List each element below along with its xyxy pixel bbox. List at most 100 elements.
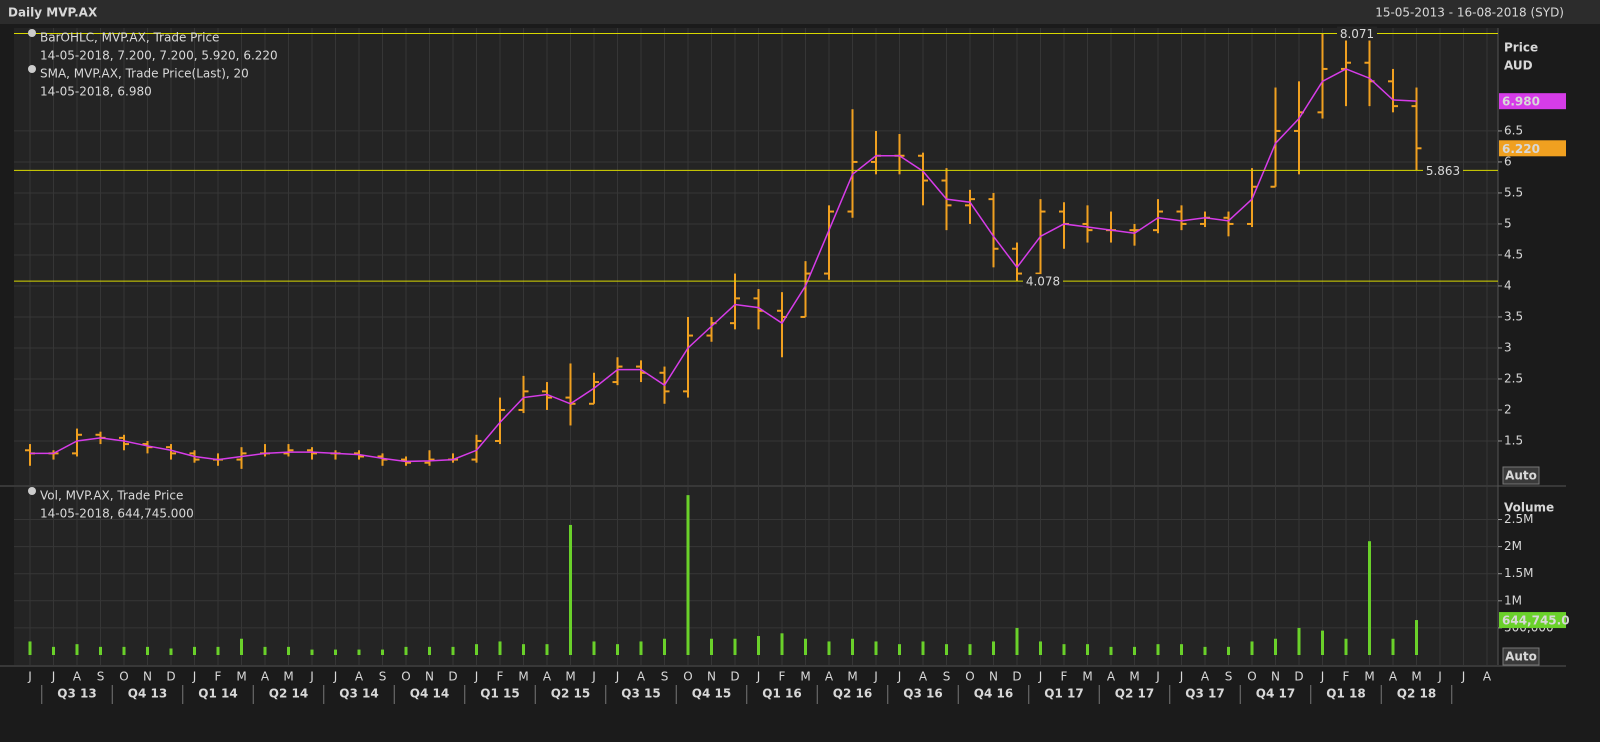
volume-bar <box>334 649 337 655</box>
volume-bar <box>686 495 690 655</box>
x-tick-label: N <box>1271 670 1280 684</box>
volume-bar <box>193 646 196 655</box>
x-tick-label: A <box>355 670 364 684</box>
x-tick-label: S <box>97 670 105 684</box>
x-tick-label: S <box>1225 670 1233 684</box>
x-tick-label: A <box>543 670 552 684</box>
volume-bar <box>874 641 878 655</box>
volume-bar <box>28 641 32 655</box>
x-tick-label: A <box>1483 670 1492 684</box>
x-tick-label: D <box>1294 670 1303 684</box>
x-tick-label: J <box>309 670 314 684</box>
quarter-label: Q1 14 <box>198 687 237 701</box>
legend-icon[interactable] <box>28 29 36 37</box>
quarter-label: Q3 13 <box>57 687 96 701</box>
volume-bar <box>99 646 102 655</box>
quarter-label: Q4 14 <box>410 687 449 701</box>
x-tick-label: D <box>448 670 457 684</box>
x-tick-label: J <box>27 670 32 684</box>
y-tick-label: 5 <box>1504 216 1512 230</box>
last-value-tag <box>1499 140 1566 157</box>
x-tick-label: M <box>283 670 293 684</box>
grid <box>14 28 1502 704</box>
last-value-label: 6.220 <box>1502 142 1540 156</box>
sma-line <box>30 68 1417 463</box>
x-tick-label: A <box>825 670 834 684</box>
quarter-label: Q1 18 <box>1326 687 1365 701</box>
x-tick-label: J <box>873 670 878 684</box>
x-tick-label: F <box>779 670 786 684</box>
x-tick-label: N <box>989 670 998 684</box>
level-label-bg <box>1023 274 1063 289</box>
legend-icon[interactable] <box>28 487 36 495</box>
x-tick-label: J <box>615 670 620 684</box>
x-tick-label: M <box>518 670 528 684</box>
quarter-label: Q1 16 <box>762 687 801 701</box>
quarter-label: Q3 17 <box>1185 687 1224 701</box>
x-tick-label: M <box>565 670 575 684</box>
legend-icon[interactable] <box>28 65 36 73</box>
volume-bar <box>1344 638 1348 655</box>
quarter-label: Q1 17 <box>1044 687 1083 701</box>
quarter-label: Q2 18 <box>1397 687 1436 701</box>
level-label-bg <box>1337 26 1377 41</box>
volume-bar <box>1415 620 1418 655</box>
last-value-label: 6.980 <box>1502 95 1540 109</box>
quarter-label: Q4 15 <box>692 687 731 701</box>
x-tick-label: J <box>897 670 902 684</box>
date-range: 15-05-2013 - 16-08-2018 (SYD) <box>1375 6 1564 20</box>
volume-bar <box>1227 646 1230 655</box>
x-tick-label: F <box>1343 670 1350 684</box>
volume-bar <box>968 644 972 655</box>
y-tick-label: 6 <box>1504 154 1512 168</box>
legend-entry: SMA, MVP.AX, Trade Price(Last), 20 <box>40 67 249 81</box>
auto-button-label[interactable]: Auto <box>1505 469 1537 483</box>
x-tick-label: S <box>661 670 669 684</box>
quarter-label: Q2 14 <box>269 687 308 701</box>
volume-bar <box>1180 644 1183 655</box>
volume-bar <box>921 641 925 655</box>
x-tick-label: N <box>425 670 434 684</box>
last-value-label: 644,745.0 <box>1502 614 1570 628</box>
auto-button-label[interactable]: Auto <box>1505 650 1537 664</box>
x-tick-label: J <box>1179 670 1184 684</box>
volume-bar <box>804 638 807 655</box>
x-tick-label: M <box>236 670 246 684</box>
volume-bar <box>1133 646 1136 655</box>
labels: BarOHLC, MVP.AX, Trade Price 14-05-2018,… <box>27 29 1570 701</box>
x-tick-label: A <box>73 670 82 684</box>
x-tick-label: A <box>261 670 270 684</box>
x-tick-label: M <box>1364 670 1374 684</box>
y-tick-label: 3 <box>1504 340 1512 354</box>
x-tick-label: A <box>1107 670 1116 684</box>
volume-bar <box>733 638 737 655</box>
volume-bar <box>75 644 79 655</box>
legend-readout: 14-05-2018, 6.980 <box>40 85 152 99</box>
last-value-tag <box>1499 612 1566 629</box>
y-tick-label: 3.5 <box>1504 309 1523 323</box>
volume-tick-label: 2M <box>1504 539 1522 553</box>
volume-bar <box>240 638 243 655</box>
auto-button[interactable] <box>1502 466 1540 485</box>
quarter-label: Q2 16 <box>833 687 872 701</box>
auto-button[interactable] <box>1502 647 1540 666</box>
volume-bar <box>1156 644 1160 655</box>
volume-bar <box>357 649 361 655</box>
x-tick-label: J <box>1437 670 1442 684</box>
price-panel <box>14 28 1498 485</box>
x-tick-label: O <box>401 670 410 684</box>
quarter-label: Q2 17 <box>1115 687 1154 701</box>
y-tick-label: 4.5 <box>1504 247 1523 261</box>
volume-bar <box>710 638 713 655</box>
y-tick-label: 2.5 <box>1504 371 1523 385</box>
y-tick-label: 6.5 <box>1504 123 1523 137</box>
y-tick-label: 1.5 <box>1504 433 1523 447</box>
level-label: 8.071 <box>1340 27 1374 41</box>
legend-readout: 14-05-2018, 7.200, 7.200, 5.920, 6.220 <box>40 49 278 63</box>
volume-bar <box>1297 627 1301 655</box>
volume-bar <box>263 646 267 655</box>
x-tick-label: J <box>51 670 56 684</box>
volume-tick-label: 1M <box>1504 593 1522 607</box>
volume-bar <box>757 636 760 655</box>
